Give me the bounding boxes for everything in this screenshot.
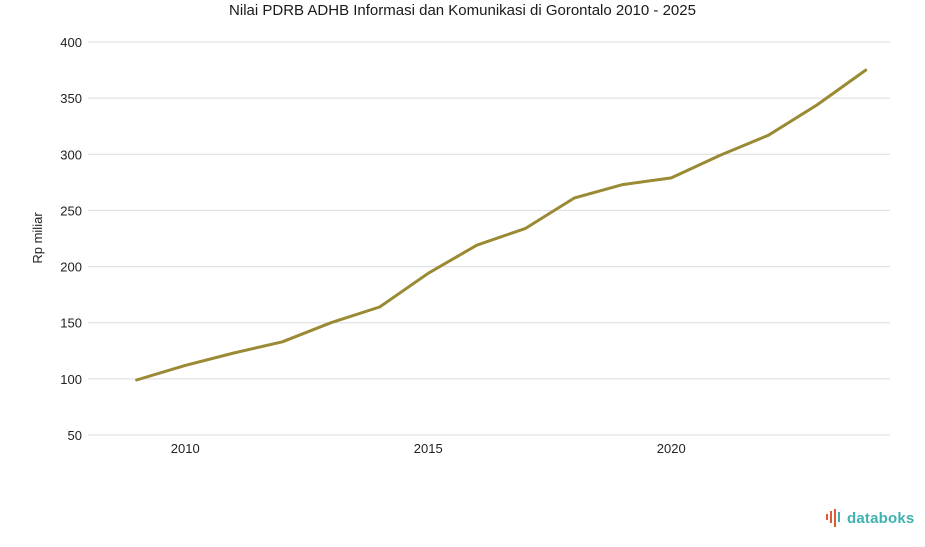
chart-title: Nilai PDRB ADHB Informasi dan Komunikasi… <box>229 2 696 19</box>
gridlines <box>88 41 890 436</box>
data-point <box>232 351 236 355</box>
data-point <box>621 183 624 186</box>
y-axis-title: Rp miliar <box>30 212 45 264</box>
y-axis-ticks: 50 100 150 200 250 300 350 400 <box>60 35 82 443</box>
y-tick-label: 150 <box>60 316 82 331</box>
y-tick-label: 200 <box>60 260 82 275</box>
y-tick-label: 250 <box>60 203 82 218</box>
data-point <box>281 340 284 344</box>
data-point <box>329 321 333 324</box>
y-tick-label: 350 <box>60 91 82 106</box>
data-point <box>572 196 576 200</box>
data-point <box>184 364 187 367</box>
data-point <box>475 244 479 247</box>
databoks-brand: databoks <box>826 509 914 527</box>
x-axis-ticks: 2010 2015 2020 <box>171 441 686 456</box>
data-point <box>767 133 770 137</box>
series-layer <box>135 68 868 382</box>
data-point <box>524 227 527 230</box>
y-tick-label: 50 <box>68 428 82 443</box>
data-point <box>427 272 430 275</box>
x-tick-label: 2020 <box>657 441 686 456</box>
data-point <box>864 68 867 72</box>
data-point <box>670 176 673 180</box>
x-tick-label: 2010 <box>171 441 200 456</box>
data-point <box>135 378 138 382</box>
brand-name: databoks <box>847 509 915 527</box>
data-point <box>718 154 722 157</box>
data-point <box>815 103 819 107</box>
databoks-logo-icon <box>826 509 840 527</box>
y-tick-label: 100 <box>60 372 82 387</box>
y-tick-label: 400 <box>60 35 82 50</box>
y-tick-label: 300 <box>60 147 82 162</box>
x-tick-label: 2015 <box>414 441 443 456</box>
series-line <box>135 68 868 382</box>
data-point <box>378 305 381 309</box>
